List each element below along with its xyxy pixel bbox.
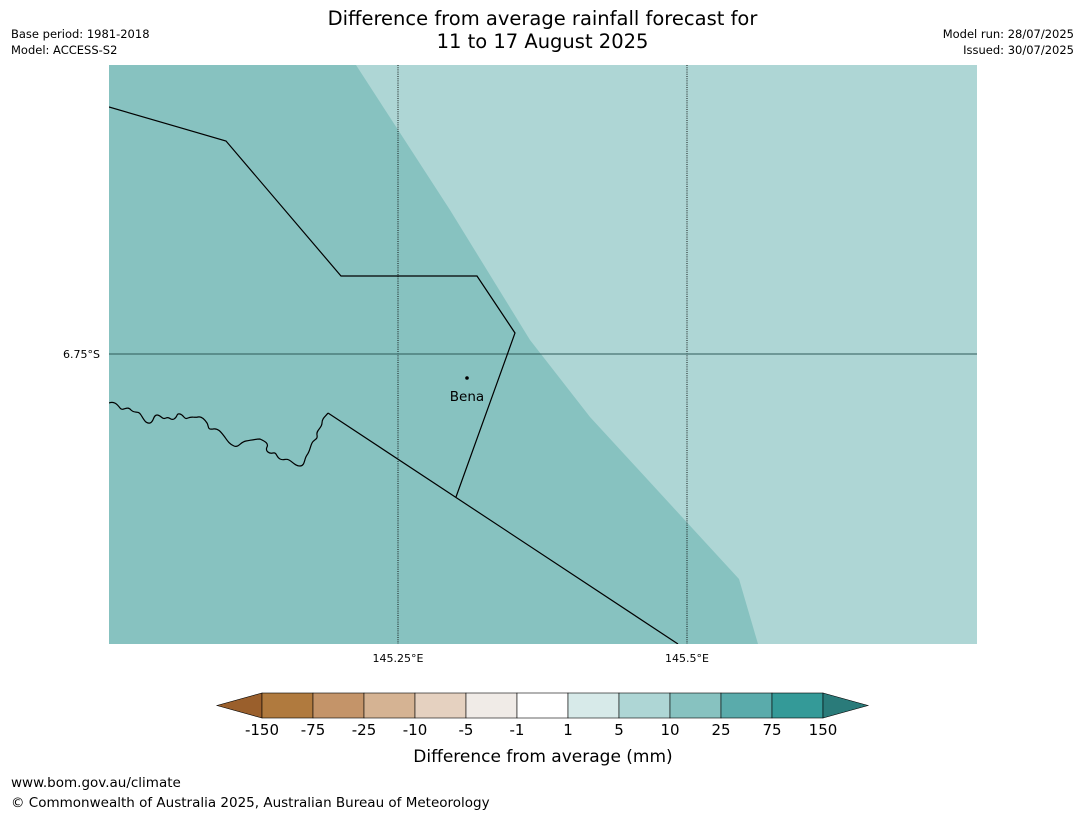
legend-tick-label: -150 <box>245 721 279 739</box>
legend-color-box <box>618 692 671 719</box>
legend-tick-label: -75 <box>301 721 326 739</box>
legend-tick-label: -5 <box>459 721 474 739</box>
map-title: Difference from average rainfall forecas… <box>0 7 1085 53</box>
legend-tick-label: 5 <box>614 721 624 739</box>
lon-label-145-25: 145.25°E <box>373 652 424 665</box>
legend-tick-label: 150 <box>809 721 838 739</box>
legend-color-box <box>771 692 824 719</box>
lat-label: 6.75°S <box>63 348 100 361</box>
legend-color-box <box>516 692 569 719</box>
legend-arrow-low <box>215 692 263 719</box>
province-boundary-south <box>327 412 679 644</box>
meta-right: Model run: 28/07/2025 Issued: 30/07/2025 <box>943 26 1074 58</box>
model-text: Model: ACCESS-S2 <box>11 43 118 57</box>
legend-color-box <box>465 692 518 719</box>
meta-left: Base period: 1981-2018 Model: ACCESS-S2 <box>11 26 150 58</box>
legend-color-box <box>669 692 722 719</box>
legend-label: Difference from average (mm) <box>413 747 672 767</box>
legend-color-box <box>414 692 467 719</box>
legend-tick-label: -25 <box>352 721 377 739</box>
legend-color-box <box>567 692 620 719</box>
legend-arrow-high <box>822 692 870 719</box>
model-run-text: Model run: 28/07/2025 <box>942 27 1074 41</box>
legend-color-box <box>363 692 416 719</box>
legend-color-box <box>720 692 773 719</box>
footer-url: www.bom.gov.au/climate <box>11 775 181 791</box>
footer-copyright: © Commonwealth of Australia 2025, Austra… <box>11 795 490 811</box>
legend-color-box <box>261 692 314 719</box>
district-boundary <box>109 401 329 467</box>
legend-color-box <box>312 692 365 719</box>
lon-label-145-5: 145.5°E <box>665 652 709 665</box>
title-line-1: Difference from average rainfall forecas… <box>327 7 758 30</box>
legend-tick-label: -10 <box>403 721 428 739</box>
legend-tick-label: -1 <box>510 721 525 739</box>
base-period-text: Base period: 1981-2018 <box>11 27 150 41</box>
town-marker-bena <box>465 376 469 380</box>
legend-tick-label: 25 <box>711 721 730 739</box>
province-boundary <box>109 106 516 498</box>
issued-text: Issued: 30/07/2025 <box>963 43 1074 57</box>
legend-colorbar: -150 -75 -25 -10 -5 -1 1 5 10 25 75 150 <box>215 692 870 739</box>
legend-tick-label: 75 <box>762 721 781 739</box>
title-line-2: 11 to 17 August 2025 <box>436 30 649 53</box>
legend-tick-label: 10 <box>660 721 679 739</box>
map-area <box>109 65 977 644</box>
legend-tick-label: 1 <box>563 721 573 739</box>
town-label-bena: Bena <box>450 389 484 405</box>
